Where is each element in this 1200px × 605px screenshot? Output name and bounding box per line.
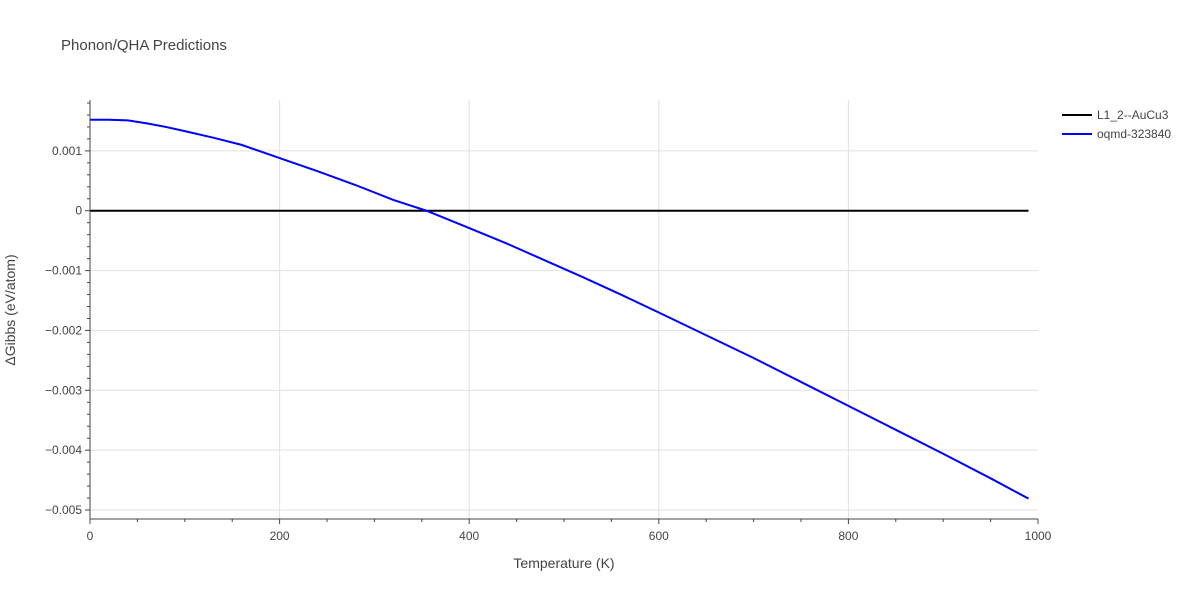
x-tick-label: 800 bbox=[838, 529, 858, 543]
legend-label: oqmd-323840 bbox=[1097, 127, 1171, 141]
grid bbox=[90, 100, 1038, 519]
axes: 0 200 400 600 800 1000 0.001 0 −0.001 −0.002 −0.00… bbox=[45, 100, 1052, 543]
y-axis-title: ΔGibbs (eV/atom) bbox=[2, 254, 18, 365]
x-tick-label: 400 bbox=[459, 529, 479, 543]
y-tick-label: 0 bbox=[75, 204, 82, 218]
y-tick-label: −0.003 bbox=[45, 383, 82, 397]
y-tick-label: −0.004 bbox=[45, 443, 82, 457]
series-layer bbox=[90, 118, 1029, 500]
legend[interactable]: L1_2--AuCu3 oqmd-323840 bbox=[1062, 108, 1171, 141]
legend-item[interactable]: oqmd-323840 bbox=[1062, 127, 1171, 141]
x-tick-label: 1000 bbox=[1025, 529, 1052, 543]
legend-item[interactable]: L1_2--AuCu3 bbox=[1062, 108, 1169, 122]
chart-title: Phonon/QHA Predictions bbox=[61, 37, 227, 54]
x-axis-title: Temperature (K) bbox=[513, 555, 614, 571]
y-tick-label: −0.001 bbox=[45, 264, 82, 278]
x-tick-label: 0 bbox=[87, 529, 94, 543]
y-tick-label: −0.005 bbox=[45, 503, 82, 517]
legend-label: L1_2--AuCu3 bbox=[1097, 108, 1169, 122]
y-tick-label: 0.001 bbox=[52, 144, 82, 158]
series-line-2 bbox=[90, 118, 1029, 500]
y-tick-label: −0.002 bbox=[45, 323, 82, 337]
x-tick-label: 200 bbox=[270, 529, 290, 543]
x-tick-label: 600 bbox=[649, 529, 669, 543]
